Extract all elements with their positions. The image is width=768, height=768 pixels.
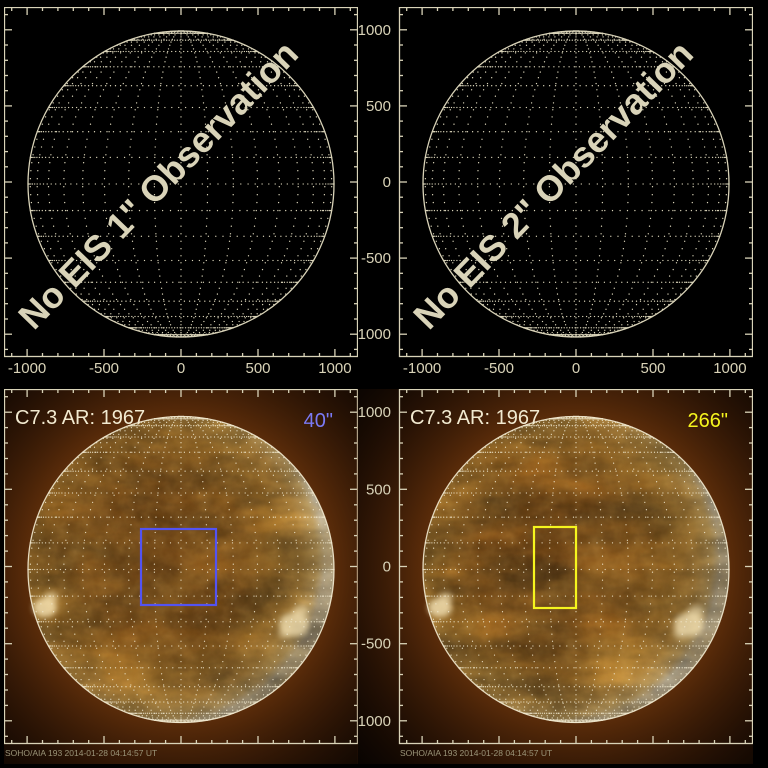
svg-text:SOHO/AIA 193 2014-01-28 04:: SOHO/AIA 193 2014-01-28 04:14:57 UT <box>5 748 157 758</box>
svg-text:0: 0 <box>177 360 185 377</box>
svg-text:-500: -500 <box>361 250 391 267</box>
svg-text:500: 500 <box>366 98 391 115</box>
svg-text:1000: 1000 <box>358 404 391 421</box>
svg-text:C7.3 AR: 1967: C7.3 AR: 1967 <box>15 407 145 429</box>
svg-text:-500: -500 <box>89 360 119 377</box>
svg-text:0: 0 <box>383 174 391 191</box>
svg-text:266": 266" <box>688 410 728 432</box>
svg-text:0: 0 <box>572 360 580 377</box>
svg-text:-500: -500 <box>361 636 391 653</box>
svg-text:1000: 1000 <box>713 360 746 377</box>
svg-text:40": 40" <box>304 410 333 432</box>
svg-text:No EIS 2" Observation: No EIS 2" Observation <box>405 33 701 337</box>
svg-text:1000: 1000 <box>318 360 351 377</box>
svg-text:-1000: -1000 <box>357 713 391 730</box>
svg-text:C7.3 AR: 1967: C7.3 AR: 1967 <box>410 407 540 429</box>
svg-text:500: 500 <box>366 481 391 498</box>
svg-text:500: 500 <box>245 360 270 377</box>
svg-text:-1000: -1000 <box>357 326 391 343</box>
svg-text:SOHO/AIA 193 2014-01-28 04:: SOHO/AIA 193 2014-01-28 04:14:57 UT <box>400 748 552 758</box>
svg-text:-1000: -1000 <box>403 360 441 377</box>
svg-text:-1000: -1000 <box>8 360 46 377</box>
svg-text:No EIS 1" Observation: No EIS 1" Observation <box>10 33 306 337</box>
svg-text:0: 0 <box>383 559 391 576</box>
svg-text:500: 500 <box>640 360 665 377</box>
svg-text:-500: -500 <box>484 360 514 377</box>
svg-text:1000: 1000 <box>358 22 391 39</box>
